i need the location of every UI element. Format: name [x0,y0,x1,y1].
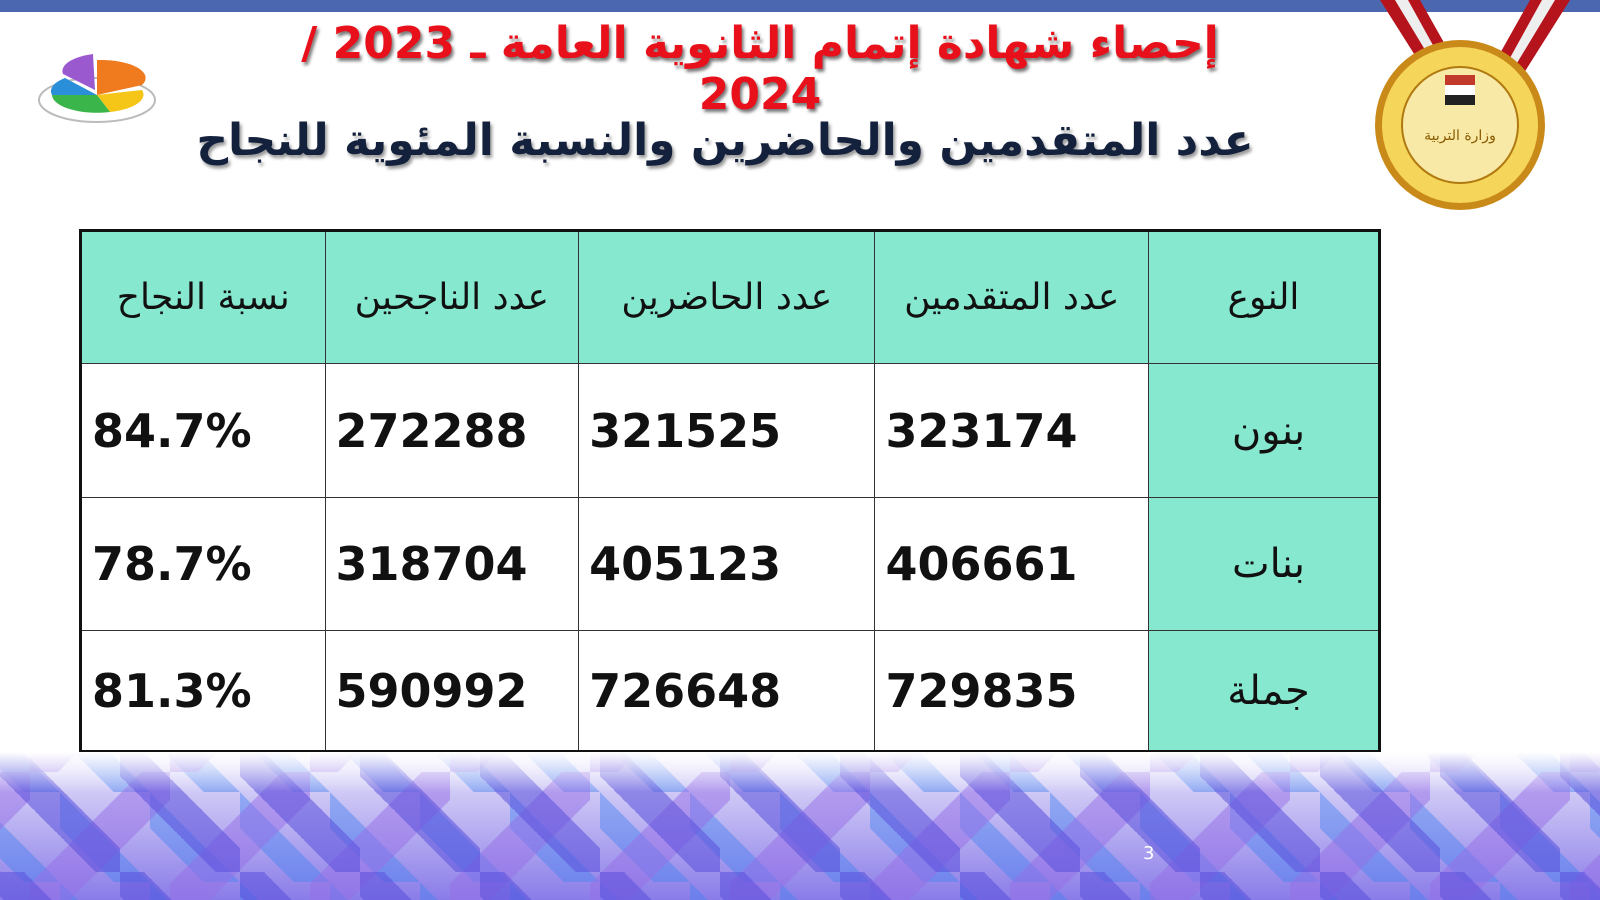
attendees-cell: 405123 [578,497,876,631]
attendees-cell: 321525 [578,363,876,498]
column-header: عدد الناجحين [324,230,580,364]
type-cell: بنات [1147,497,1381,631]
passed-cell: 272288 [324,363,580,498]
column-header: نسبة النجاح [80,230,326,364]
type-cell: جملة [1147,630,1381,752]
pass-rate-cell: 84.7% [80,363,326,498]
applicants-cell: 323174 [874,363,1149,498]
ministry-logo: وزارة التربية [1375,0,1570,210]
column-header: عدد الحاضرين [578,230,876,364]
table-row: بنات 406661 405123 318704 78.7% [80,497,1381,631]
slide-title: إحصاء شهادة إتمام الثانوية العامة ـ 2023… [301,18,1219,120]
applicants-cell: 406661 [874,497,1149,631]
pattern-fade [0,752,1600,792]
pass-rate-cell: 81.3% [80,630,326,752]
top-bar [0,0,1600,12]
attendees-cell: 726648 [578,630,876,752]
passed-cell: 590992 [324,630,580,752]
svg-text:وزارة التربية: وزارة التربية [1424,128,1496,144]
applicants-cell: 729835 [874,630,1149,752]
type-cell: بنون [1147,363,1381,498]
slide-subtitle: عدد المتقدمين والحاضرين والنسبة المئوية … [196,115,1254,166]
passed-cell: 318704 [324,497,580,631]
results-table: النوع عدد المتقدمين عدد الحاضرين عدد الن… [79,229,1381,753]
pie-chart-icon [38,54,156,123]
pass-rate-cell: 78.7% [80,497,326,631]
table-header-row: النوع عدد المتقدمين عدد الحاضرين عدد الن… [80,230,1381,364]
column-header: النوع [1147,230,1381,364]
table-row-total: جملة 729835 726648 590992 81.3% [80,630,1381,752]
page-number: 3 [1143,843,1155,864]
table-row: بنون 323174 321525 272288 84.7% [80,363,1381,498]
column-header: عدد المتقدمين [874,230,1149,364]
